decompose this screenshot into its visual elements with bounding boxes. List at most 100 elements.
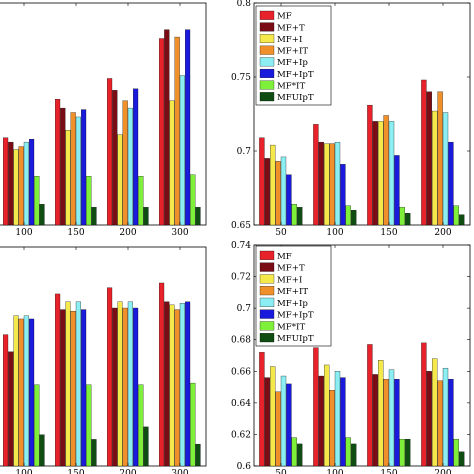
bar-mf-it-200 [453, 205, 459, 226]
bar-mf-it-100 [329, 143, 335, 226]
bar-mf-50 [259, 352, 265, 467]
bar-mf-t-50 [264, 158, 270, 226]
bar-mf-ip-200 [127, 301, 133, 467]
bar-mf-it-300 [190, 382, 196, 467]
bar-mf-it-300 [190, 174, 196, 226]
y-tick-label: 0.75 [231, 73, 251, 83]
bar-mf-300 [159, 282, 165, 467]
bar-mf-t-200 [426, 371, 432, 467]
bar-mfuipt-100 [351, 210, 357, 226]
bar-mf-t-200 [112, 307, 118, 467]
bar-mfuipt-150 [405, 213, 411, 226]
y-tick-label: 0.64 [231, 399, 251, 409]
bar-mf-ip-300 [179, 303, 185, 467]
x-tick-label: 150 [380, 228, 397, 238]
legend-label: MF+Ip [277, 299, 308, 309]
bar-mf-ip-50 [280, 375, 287, 467]
legend-label: MF+I [277, 35, 302, 45]
bar-mf-it-100 [18, 146, 24, 226]
axes-frame [0, 246, 207, 467]
bar-mfuipt-300 [195, 207, 201, 226]
bar-mfuipt-50 [297, 443, 303, 467]
bar-mf-it-200 [138, 384, 144, 467]
legend-swatch [259, 286, 275, 296]
bar-mf-200 [107, 78, 113, 226]
bar-mf-it-100 [34, 176, 40, 226]
bar-mf-150 [55, 293, 61, 467]
bar-mf-it-100 [18, 318, 24, 467]
bar-mf-100 [3, 137, 9, 226]
bar-mf-it-150 [86, 384, 92, 467]
axes-frame [253, 244, 471, 467]
legend-swatch [259, 34, 275, 44]
y-tick-label: 0.66 [231, 367, 251, 377]
bar-mf-it-200 [453, 439, 459, 467]
bar-mfuipt-150 [405, 439, 411, 467]
bar-mfuipt-150 [91, 439, 97, 467]
bar-mf-i-100 [13, 315, 19, 467]
legend-label: MF [277, 12, 292, 22]
bar-mf-ipt-50 [286, 383, 292, 467]
bar-mfuipt-200 [143, 207, 149, 226]
bar-mf-i-150 [65, 130, 71, 226]
bar-mf-ipt-150 [394, 379, 400, 467]
legend-swatch [259, 10, 275, 20]
x-tick-label: 300 [171, 469, 188, 474]
bar-mf-ip-200 [442, 112, 449, 226]
bar-mf-i-100 [13, 149, 19, 226]
bar-mf-it-50 [275, 391, 281, 467]
bar-mf-t-200 [112, 90, 118, 226]
bar-mf-ip-150 [388, 121, 395, 226]
bar-mf-100 [313, 347, 319, 467]
x-tick-label: 100 [326, 228, 343, 238]
bar-mfuipt-200 [459, 451, 465, 467]
bar-mf-it-200 [437, 91, 443, 226]
x-tick-label: 200 [434, 228, 451, 238]
y-tick-label: 0.6 [237, 462, 252, 472]
x-tick-label: 150 [67, 228, 84, 238]
x-tick-label: 100 [326, 469, 343, 474]
legend-label: MF+Ip [277, 58, 308, 68]
bar-mf-t-300 [164, 29, 170, 226]
chart-panel-bottom-left: 100 150 200 300 [0, 246, 207, 474]
bar-mf-it-50 [291, 204, 297, 226]
x-tick-label: 150 [380, 469, 397, 474]
bar-mf-150 [367, 104, 373, 226]
bar-mf-it-100 [329, 390, 335, 467]
legend-label: MF+IpT [277, 311, 314, 321]
legend-label: MF+T [277, 264, 305, 274]
x-tick-label: 200 [434, 469, 451, 474]
bar-mf-200 [421, 342, 427, 467]
bar-mfuipt-100 [351, 443, 357, 467]
y-tick-label: 0.74 [231, 241, 251, 251]
legend-label: MF+IpT [277, 70, 314, 80]
bar-mfuipt-50 [297, 207, 303, 226]
legend-label: MF+T [277, 23, 305, 33]
bar-mfuipt-100 [39, 204, 45, 226]
bar-mfuipt-150 [91, 207, 97, 226]
x-tick-label: 50 [275, 469, 287, 474]
bar-mf-it-200 [437, 380, 443, 467]
x-tick-label: 100 [15, 469, 32, 474]
legend-swatch [259, 92, 275, 102]
bar-mf-t-100 [8, 141, 14, 226]
bar-mf-ip-50 [280, 156, 287, 226]
y-tick-label: 0.62 [231, 430, 251, 440]
bar-mf-i-200 [117, 301, 123, 467]
legend-swatch [259, 321, 275, 331]
bar-mf-t-100 [318, 375, 324, 467]
legend-swatch [259, 22, 275, 32]
bar-mf-ipt-100 [29, 318, 35, 467]
bar-mf-it-100 [345, 437, 351, 467]
bar-mf-i-100 [324, 364, 330, 467]
legend-label: MF*IT [277, 81, 305, 91]
bar-mf-ipt-200 [133, 307, 139, 467]
legend-label: MF*IT [277, 322, 305, 332]
y-tick-label: 0.72 [231, 273, 251, 283]
axes-frame [253, 2, 471, 226]
bar-mf-it-300 [174, 309, 180, 467]
